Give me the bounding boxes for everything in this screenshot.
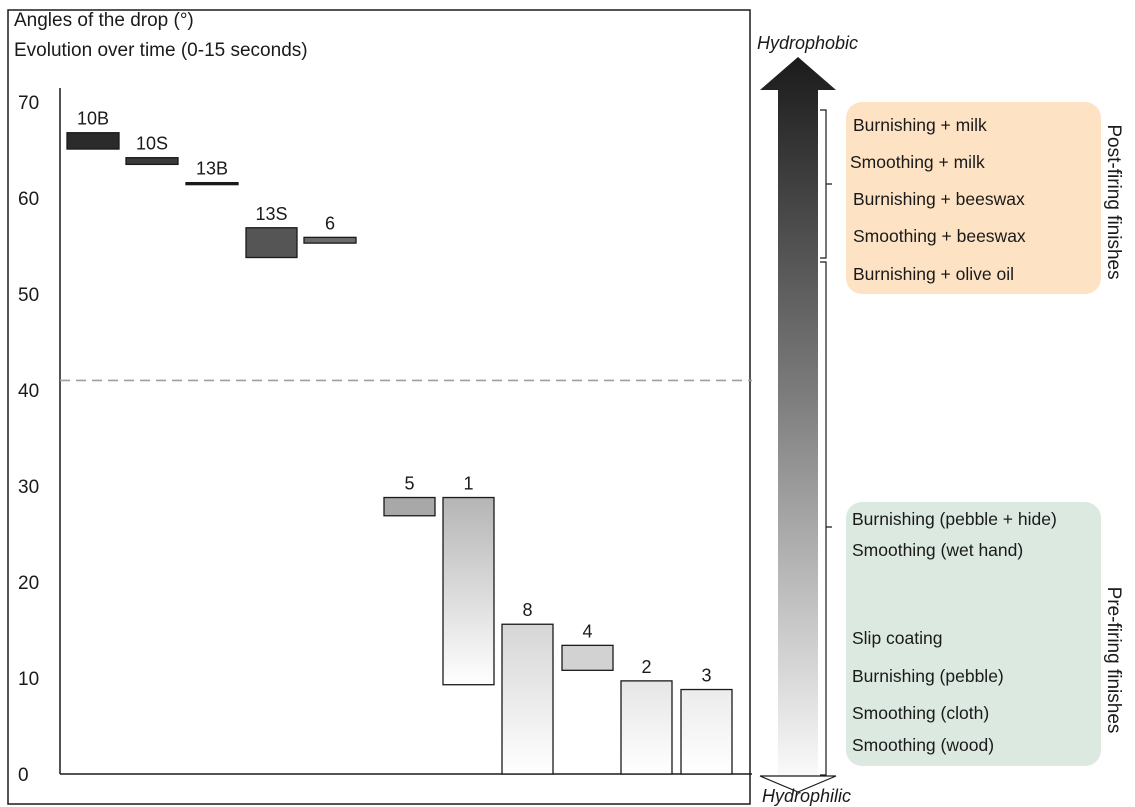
- legend-item-burnishing-olive-oil: Burnishing + olive oil: [853, 264, 1014, 284]
- bar-13S: [245, 227, 298, 259]
- pre-firing-bracket: [820, 261, 832, 776]
- bar-label-3: 3: [701, 666, 711, 686]
- pre-firing-legend-box: Burnishing (pebble + hide) Smoothing (we…: [846, 502, 1101, 766]
- bar-6: [303, 236, 357, 244]
- plot-frame: [7, 9, 751, 805]
- bar-3: [680, 688, 733, 775]
- legend-item-burnishing-beeswax: Burnishing + beeswax: [853, 189, 1025, 209]
- chart-title: Angles of the drop (°): [14, 10, 194, 31]
- y-tick-label: 60: [18, 189, 39, 210]
- legend-item-smoothing-beeswax: Smoothing + beeswax: [853, 226, 1026, 246]
- y-tick-label: 30: [18, 477, 39, 498]
- bar-13B: [185, 181, 239, 186]
- hydrophobic-label: Hydrophobic: [757, 33, 859, 53]
- legend-item-smoothing-wood: Smoothing (wood): [852, 735, 995, 755]
- legend-item-smoothing-cloth: Smoothing (cloth): [852, 703, 990, 723]
- chart-subtitle: Evolution over time (0-15 seconds): [14, 40, 308, 61]
- legend-item-slip-coating: Slip coating: [852, 628, 943, 648]
- bar-2: [620, 680, 673, 775]
- hydrophobicity-arrow: [760, 57, 836, 792]
- legend-item-burnishing-milk: Burnishing + milk: [853, 115, 987, 135]
- bar-1: [442, 496, 495, 686]
- legend-item-burnishing-pebble: Burnishing (pebble): [852, 666, 1004, 686]
- bar-label-8: 8: [522, 600, 532, 620]
- arrow-head-bottom: [759, 775, 837, 793]
- bar-label-6: 6: [325, 213, 335, 233]
- bar-label-10S: 10S: [136, 134, 168, 154]
- bar-10B: [66, 132, 120, 150]
- pre-firing-group-label: Pre-firing finishes: [1103, 586, 1124, 734]
- y-tick-label: 20: [18, 573, 39, 594]
- hydrophilic-label: Hydrophilic: [762, 786, 852, 806]
- bar-label-13S: 13S: [255, 204, 287, 224]
- y-tick-label: 40: [18, 381, 39, 402]
- y-tick-label: 50: [18, 285, 39, 306]
- legend-item-smoothing-milk: Smoothing + milk: [850, 152, 985, 172]
- bar-8: [501, 623, 554, 775]
- bar-4: [561, 644, 614, 671]
- y-tick-label: 70: [18, 93, 39, 114]
- bar-10S: [125, 157, 179, 166]
- y-tick-label: 0: [18, 765, 29, 786]
- legend-item-burnishing-pebble-hide: Burnishing (pebble + hide): [852, 509, 1057, 529]
- bar-label-13B: 13B: [196, 159, 228, 179]
- post-firing-bracket: [820, 109, 832, 259]
- bar-label-10B: 10B: [77, 109, 109, 129]
- post-firing-legend-box: Burnishing + milk Smoothing + milk Burni…: [846, 102, 1101, 294]
- bar-label-1: 1: [463, 474, 473, 494]
- bar-label-5: 5: [404, 474, 414, 494]
- bar-label-2: 2: [641, 657, 651, 677]
- legend-item-smoothing-wet-hand: Smoothing (wet hand): [852, 540, 1024, 560]
- bar-5: [383, 496, 436, 517]
- y-tick-label: 10: [18, 669, 39, 690]
- post-firing-group-label: Post-firing finishes: [1103, 124, 1124, 280]
- bar-label-4: 4: [582, 621, 592, 641]
